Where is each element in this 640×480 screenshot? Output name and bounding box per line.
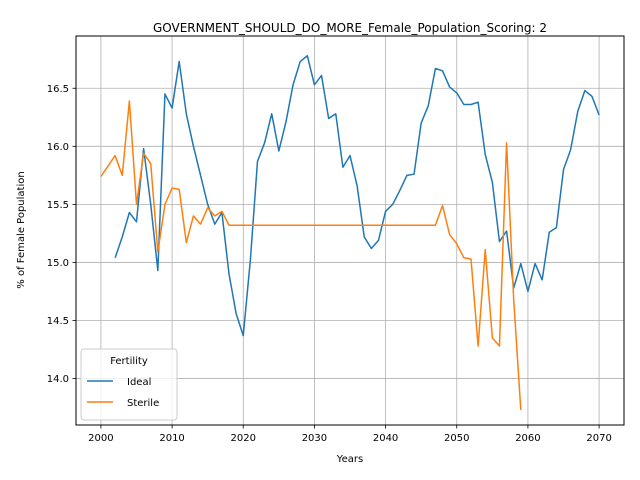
legend-label-ideal: Ideal <box>127 377 151 388</box>
x-tick-label: 2020 <box>231 433 256 444</box>
legend-title: Fertility <box>110 356 148 367</box>
y-tick-label: 15.5 <box>47 200 69 211</box>
chart-title: GOVERNMENT_SHOULD_DO_MORE_Female_Populat… <box>153 21 547 35</box>
series-line-sterile <box>100 100 522 410</box>
series-line-ideal <box>114 54 600 337</box>
y-tick-label: 16.0 <box>47 142 69 153</box>
x-tick-label: 2070 <box>586 433 611 444</box>
x-tick-label: 2010 <box>159 433 184 444</box>
axis-ticks: 2000 2010 2020 2030 2040 2050 2060 2070 14.0 14.5… <box>47 84 612 444</box>
y-tick-label: 14.0 <box>47 374 69 385</box>
x-tick-label: 2040 <box>373 433 398 444</box>
plot-series <box>100 54 600 410</box>
legend: Fertility Ideal Sterile <box>80 348 178 421</box>
x-tick-label: 2000 <box>88 433 113 444</box>
x-tick-label: 2030 <box>302 433 327 444</box>
y-tick-label: 16.5 <box>47 84 69 95</box>
x-tick-label: 2050 <box>444 433 469 444</box>
x-axis-label: Years <box>336 454 363 465</box>
plot-area-frame <box>75 35 625 426</box>
x-tick-label: 2060 <box>515 433 540 444</box>
legend-label-sterile: Sterile <box>127 398 159 409</box>
y-tick-label: 15.0 <box>47 258 69 269</box>
y-axis-label: % of Female Population <box>16 171 27 288</box>
y-tick-label: 14.5 <box>47 316 69 327</box>
